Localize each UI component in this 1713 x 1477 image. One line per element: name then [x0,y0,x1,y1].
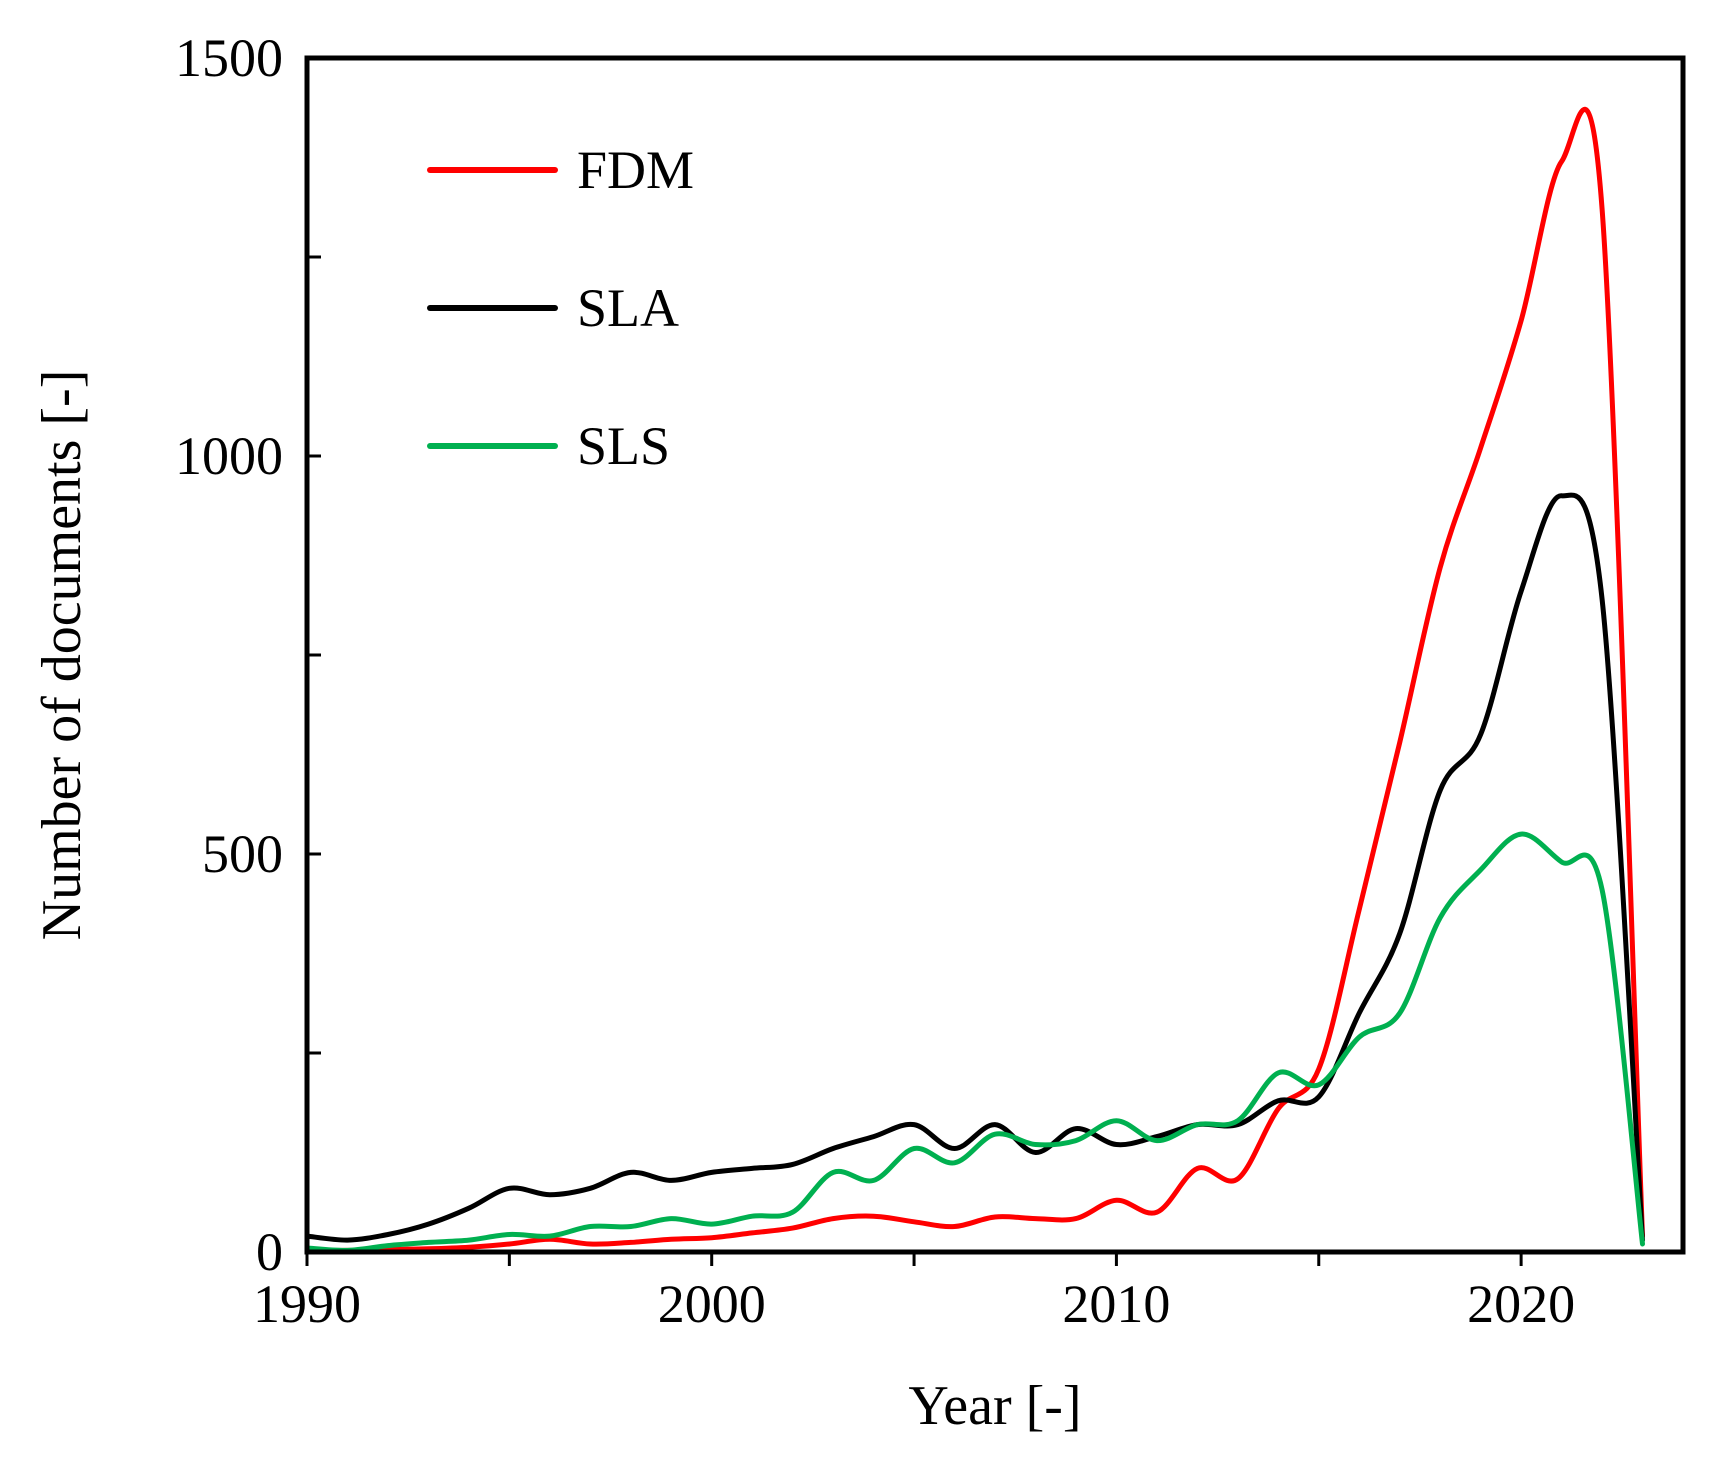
x-tick-label: 2010 [1062,1274,1170,1334]
series-line-sla [304,492,1645,1243]
x-tick-label: 2020 [1467,1274,1575,1334]
legend-label-sla: SLA [577,278,679,338]
series-layer [304,106,1645,1253]
plot-frame [304,55,1686,1255]
x-tick-label: 2000 [658,1274,766,1334]
legend: FDM SLA SLS [427,140,694,476]
x-axis-title: Year [-] [908,1375,1081,1437]
y-tick-label: 0 [256,1222,283,1282]
x-tick-label: 1990 [253,1274,361,1334]
legend-label-sls: SLS [577,416,670,476]
y-tick-label: 1000 [175,426,283,486]
y-tick-label: 1500 [175,28,283,88]
y-axis-title: Number of documents [-] [31,370,93,941]
y-tick-label: 500 [202,824,283,884]
legend-label-fdm: FDM [577,140,694,200]
y-axis-ticks: 0 500 1000 1500 [175,28,321,1282]
series-line-fdm [304,106,1645,1253]
series-line-sls [304,831,1645,1253]
x-axis-ticks: 1990 2000 2010 2020 [253,1252,1575,1334]
